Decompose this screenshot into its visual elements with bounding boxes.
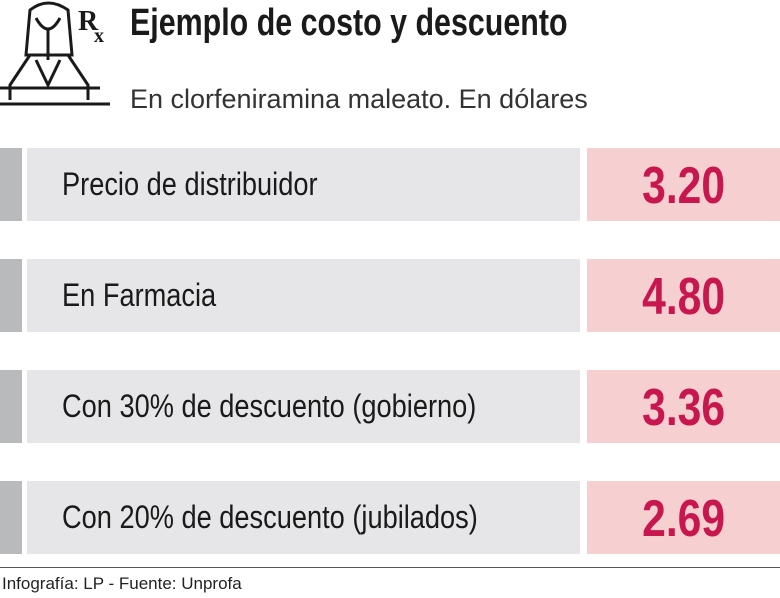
row-value-box — [587, 148, 780, 221]
row-value-text: 3.36 — [642, 379, 725, 437]
row-label: En Farmacia — [62, 259, 243, 332]
row-value-box — [587, 259, 780, 332]
title: Ejemplo de costo y descuento — [130, 2, 677, 45]
row-value-text: 2.69 — [642, 490, 725, 548]
row-value-text: 4.80 — [642, 268, 725, 326]
row-tab — [0, 370, 22, 443]
row-tab — [0, 481, 22, 554]
row-label-text: Precio de distribuidor — [62, 166, 318, 202]
footer: Infografía: LP - Fuente: Unprofa — [2, 574, 242, 593]
row-label-box — [27, 259, 580, 332]
row-label-box — [27, 148, 580, 221]
row-label-text: Con 20% de descuento (jubilados) — [62, 499, 478, 535]
row-tab — [0, 259, 22, 332]
pharmacist-icon: R x — [0, 1, 110, 106]
row-value-text: 3.20 — [642, 157, 725, 215]
row-label: Con 30% de descuento (gobierno) — [62, 370, 549, 443]
row-value: 3.20 — [587, 148, 780, 221]
row-tab — [0, 148, 22, 221]
row-value: 3.36 — [587, 370, 780, 443]
svg-text:R: R — [78, 6, 99, 37]
title-text: Ejemplo de costo y descuento — [130, 2, 568, 44]
svg-text:x: x — [94, 25, 104, 47]
row-value: 2.69 — [587, 481, 780, 554]
row-label-text: Con 30% de descuento (gobierno) — [62, 388, 477, 424]
row-label: Precio de distribuidor — [62, 148, 363, 221]
row-label-box — [27, 370, 580, 443]
row-label: Con 20% de descuento (jubilados) — [62, 481, 551, 554]
subtitle: En clorfeniramina maleato. En dólares — [130, 84, 588, 114]
row-value-box — [587, 370, 780, 443]
row-label-box — [27, 481, 580, 554]
divider — [0, 567, 780, 568]
row-label-text: En Farmacia — [62, 277, 217, 313]
row-value: 4.80 — [587, 259, 780, 332]
row-value-box — [587, 481, 780, 554]
